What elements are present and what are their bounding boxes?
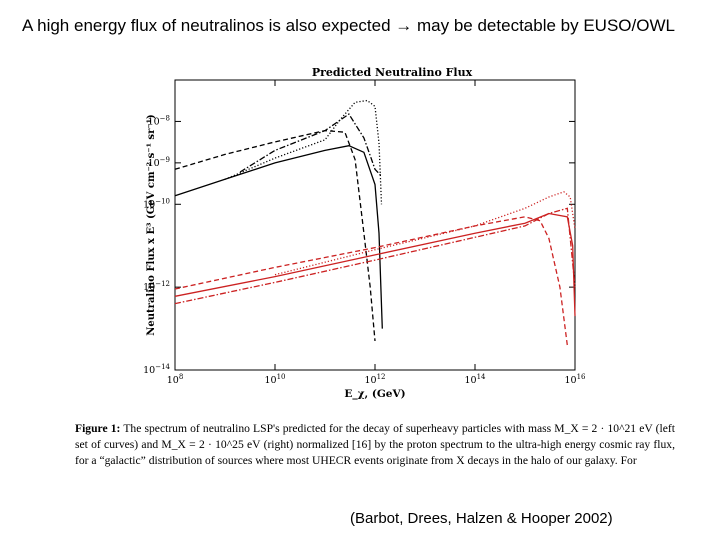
series-line-right-dashed [174, 216, 568, 346]
x-tick-label: 1012 [364, 373, 385, 386]
series-line-left-solid [174, 145, 383, 329]
x-tick-label: 1016 [564, 373, 586, 386]
series-line-right-solid [174, 212, 576, 317]
series-line-right-dotted [274, 191, 576, 276]
slide-title: A high energy flux of neutralinos is als… [22, 16, 675, 35]
citation: (Barbot, Drees, Halzen & Hooper 2002) [350, 510, 613, 527]
caption-text: The spectrum of neutralino LSP's predict… [75, 422, 675, 467]
series-line-left-dashdot [239, 113, 382, 176]
x-axis-label: E_χ, (GeV) [344, 388, 405, 401]
caption-label: Figure 1: [75, 422, 121, 435]
y-tick-label: 10−10 [143, 197, 170, 210]
figure-caption: Figure 1: The spectrum of neutralino LSP… [75, 421, 675, 469]
series-line-left-dotted [224, 99, 383, 205]
y-tick-label: 10−14 [143, 363, 170, 376]
series-line-left-dashed [174, 129, 376, 342]
x-tick-label: 1010 [264, 373, 285, 386]
x-tick-label: 108 [167, 373, 184, 386]
series-line-right-dashdot [174, 207, 576, 305]
chart-title: Predicted Neutralino Flux [312, 66, 473, 79]
y-tick-label: 10−12 [143, 280, 170, 293]
y-tick-label: 10−9 [148, 156, 170, 169]
y-axis-label: Neutralino Flux x E³ (GeV cm⁻² s⁻¹ sr⁻¹) [146, 114, 157, 335]
x-tick-label: 1014 [464, 373, 486, 386]
y-tick-label: 10−8 [148, 114, 170, 127]
series-group [174, 99, 576, 346]
y-ticks: 10−14 10−12 10−10 10−9 10−8 [143, 114, 575, 376]
x-ticks: 108 1010 1012 1014 1016 [167, 80, 586, 386]
